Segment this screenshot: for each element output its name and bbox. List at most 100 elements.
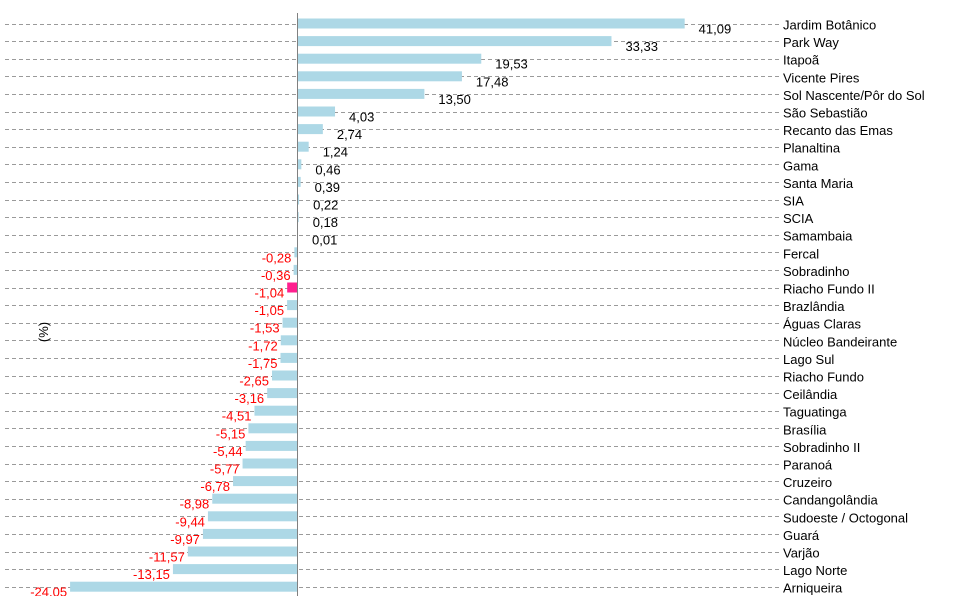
gridlines [5, 24, 780, 588]
category-label-itapoa: Itapoã [783, 53, 820, 68]
category-label-gama: Gama [783, 158, 819, 173]
value-label-santa-maria: 0,39 [315, 180, 340, 195]
value-label-aguas-claras: -1,53 [250, 321, 280, 336]
category-label-lago-sul: Lago Sul [783, 352, 834, 367]
value-label-jardim-botanico: 41,09 [699, 22, 732, 37]
category-label-jardim-botanico: Jardim Botânico [783, 18, 876, 33]
value-label-paranoa: -5,77 [210, 462, 240, 477]
value-label-scia: 0,18 [313, 215, 338, 230]
category-label-planaltina: Planaltina [783, 141, 841, 156]
bar-santa-maria [297, 176, 301, 187]
value-label-taguatinga: -4,51 [222, 409, 252, 424]
value-label-guara: -9,97 [170, 532, 200, 547]
category-label-candangolandia: Candangolândia [783, 493, 878, 508]
bar-arniqueira [70, 581, 297, 592]
category-label-sol-nascente-por-do-sol: Sol Nascente/Pôr do Sol [783, 88, 925, 103]
bar-cruzeiro [233, 476, 297, 487]
value-label-gama: 0,46 [315, 162, 340, 177]
bar-lago-norte [172, 564, 297, 575]
bar-sudoeste-octogonal [207, 511, 297, 522]
category-label-samambaia: Samambaia [783, 229, 853, 244]
category-labels: Jardim Botânico Park Way Itapoã Vicente Pir… [783, 18, 925, 596]
bar-varjao [187, 546, 297, 557]
bar-ceilandia [267, 388, 297, 399]
value-label-arniqueira: -24,05 [30, 585, 67, 596]
bar-fercal [294, 247, 297, 258]
value-label-riacho-fundo-ii: -1,04 [255, 286, 285, 301]
category-label-santa-maria: Santa Maria [783, 176, 854, 191]
category-label-sudoeste-octogonal: Sudoeste / Octogonal [783, 510, 908, 525]
category-label-ceilandia: Ceilândia [783, 387, 838, 402]
category-label-scia: SCIA [783, 211, 814, 226]
category-label-sia: SIA [783, 194, 804, 209]
category-label-guara: Guará [783, 528, 820, 543]
value-label-planaltina: 1,24 [323, 145, 348, 160]
category-label-riacho-fundo: Riacho Fundo [783, 370, 864, 385]
bar-guara [202, 528, 297, 539]
category-label-fercal: Fercal [783, 246, 819, 261]
category-label-lago-norte: Lago Norte [783, 563, 847, 578]
category-label-riacho-fundo-ii: Riacho Fundo II [783, 282, 875, 297]
bar-taguatinga [254, 405, 297, 416]
category-label-vicente-pires: Vicente Pires [783, 70, 860, 85]
value-label-riacho-fundo: -2,65 [239, 374, 269, 389]
bar-candangolandia [212, 493, 297, 504]
category-label-arniqueira: Arniqueira [783, 581, 843, 596]
category-label-nucleo-bandeirante: Núcleo Bandeirante [783, 334, 897, 349]
value-label-sao-sebastiao: 4,03 [349, 110, 374, 125]
category-label-brasilia: Brasília [783, 422, 827, 437]
value-label-lago-norte: -13,15 [133, 567, 170, 582]
bar-sao-sebastiao [297, 106, 336, 117]
bar-gama [297, 159, 302, 170]
value-label-sudoeste-octogonal: -9,44 [175, 514, 205, 529]
bar-sia [297, 194, 300, 205]
y-axis-label: (%) [36, 322, 51, 342]
bar-riacho-fundo-ii [287, 282, 297, 293]
value-label-sia: 0,22 [313, 198, 338, 213]
value-label-varjao: -11,57 [149, 550, 185, 565]
value-label-ceilandia: -3,16 [235, 391, 265, 406]
category-label-cruzeiro: Cruzeiro [783, 475, 832, 490]
bar-nucleo-bandeirante [280, 335, 297, 346]
bar-recanto-das-emas [297, 124, 323, 135]
value-labels: 41,09 33,33 19,53 17,48 13,50 4,03 2,74 1,24 0,4… [30, 22, 731, 596]
value-label-nucleo-bandeirante: -1,72 [248, 338, 278, 353]
bar-aguas-claras [282, 317, 297, 328]
bar-brazlandia [287, 300, 297, 311]
value-label-fercal: -0,28 [262, 250, 292, 265]
bar-jardim-botanico [297, 18, 685, 29]
bar-planaltina [297, 141, 309, 152]
value-label-recanto-das-emas: 2,74 [337, 127, 362, 142]
category-label-sobradinho: Sobradinho [783, 264, 850, 279]
bar-sol-nascente-por-do-sol [297, 88, 425, 99]
bar-sobradinho [293, 264, 297, 275]
category-label-park-way: Park Way [783, 35, 839, 50]
category-label-varjao: Varjão [783, 546, 820, 561]
category-label-brazlandia: Brazlândia [783, 299, 845, 314]
bar-itapoa [297, 53, 482, 64]
value-label-itapoa: 19,53 [495, 57, 528, 72]
bar-brasilia [248, 423, 297, 434]
value-label-sol-nascente-por-do-sol: 13,50 [438, 92, 471, 107]
category-label-taguatinga: Taguatinga [783, 405, 847, 420]
bar-riacho-fundo [271, 370, 297, 381]
value-label-cruzeiro: -6,78 [200, 479, 230, 494]
category-label-sobradinho-ii: Sobradinho II [783, 440, 860, 455]
value-label-samambaia: 0,01 [312, 233, 337, 248]
category-label-paranoa: Paranoá [783, 458, 833, 473]
value-label-brazlandia: -1,05 [254, 303, 284, 318]
value-label-sobradinho: -0,36 [261, 268, 291, 283]
category-label-sao-sebastiao: São Sebastião [783, 106, 868, 121]
bar-paranoa [242, 458, 297, 469]
value-label-lago-sul: -1,75 [248, 356, 278, 371]
bar-park-way [297, 36, 612, 47]
bars [70, 18, 685, 592]
value-label-vicente-pires: 17,48 [476, 74, 509, 89]
bar-sobradinho-ii [245, 440, 297, 451]
value-label-sobradinho-ii: -5,44 [213, 444, 243, 459]
value-label-candangolandia: -8,98 [180, 497, 210, 512]
value-label-park-way: 33,33 [625, 39, 658, 54]
category-label-aguas-claras: Águas Claras [783, 317, 862, 332]
value-label-brasilia: -5,15 [216, 426, 246, 441]
